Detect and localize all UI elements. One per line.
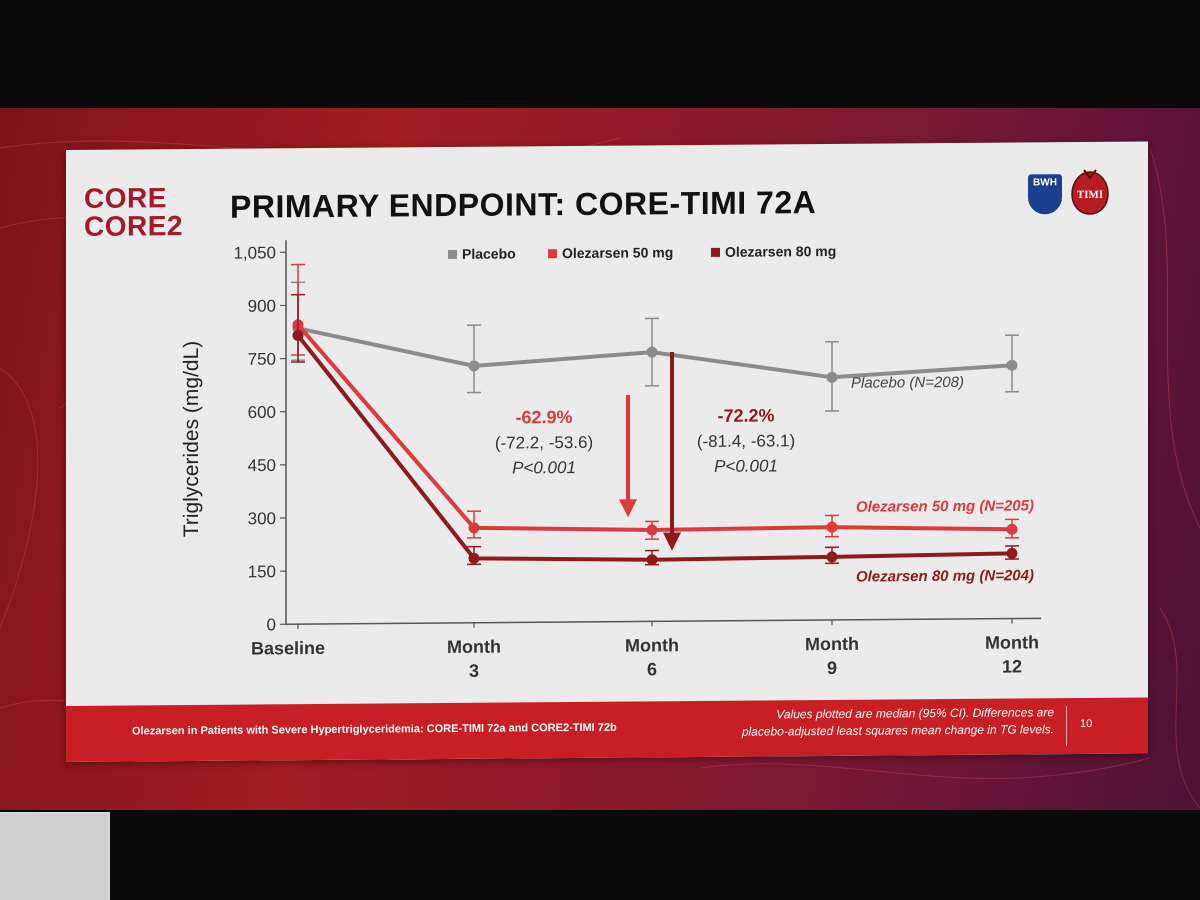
series-olez80: Olezarsen 80 mg (N=204) (291, 293, 1034, 586)
difference-ci-olez80: (-81.4, -63.1) (697, 431, 795, 451)
legend-label-olez50: Olezarsen 50 mg (562, 244, 673, 261)
difference-percent-olez80: -72.2% (717, 405, 774, 425)
difference-percent-olez50: -62.9% (515, 407, 572, 427)
y-tick-label: 300 (248, 509, 276, 528)
data-point-placebo (826, 371, 838, 383)
chart-legend: Placebo Olezarsen 50 mg Olezarsen 80 mg (448, 243, 836, 262)
series-label-olez50: Olezarsen 50 mg (N=205) (856, 497, 1034, 515)
x-tick-label-line-2: 9 (827, 658, 837, 678)
y-tick-label: 750 (248, 350, 276, 369)
page-number: 10 (1080, 717, 1093, 731)
legend-swatch-placebo (448, 249, 457, 259)
y-tick-label: 1,050 (233, 243, 276, 262)
legend-swatch-olez80 (711, 247, 720, 257)
triglycerides-chart: 0 150 300 450 600 750 900 1,050 Triglycerides (m… (180, 240, 1041, 681)
arrow-head-olez80 (663, 532, 681, 551)
data-point-olez80 (826, 551, 838, 563)
y-tick-label: 150 (248, 562, 276, 581)
podium-stand (0, 812, 110, 900)
data-point-olez80 (292, 329, 304, 341)
footer-divider (1066, 706, 1067, 747)
legend-swatch-olez50 (548, 249, 557, 259)
data-point-olez50 (468, 522, 480, 534)
data-point-olez50 (646, 524, 658, 536)
x-tick-label: Month (447, 637, 501, 657)
footer-citation: Olezarsen in Patients with Severe Hypert… (132, 721, 617, 738)
chart-annotations: -62.9% (-72.2, -53.6) P<0.001 -72.2% (-81.4,… (495, 351, 795, 551)
y-tick-label: 450 (248, 456, 276, 475)
x-tick-label-line-2: 3 (469, 661, 479, 681)
legend-label-olez80: Olezarsen 80 mg (725, 243, 836, 260)
timi-logo: TIMI (1071, 169, 1109, 215)
y-tick-label: 0 (267, 615, 276, 634)
series-label-olez80: Olezarsen 80 mg (N=204) (856, 567, 1034, 585)
arrow-head-olez50 (619, 499, 637, 518)
x-axis-line (286, 617, 1041, 626)
slide-footer: Olezarsen in Patients with Severe Hypert… (66, 697, 1148, 762)
data-point-placebo (468, 360, 480, 372)
y-axis-label: Triglycerides (mg/dL) (180, 341, 203, 538)
x-tick-label-line-2: 12 (1002, 656, 1022, 676)
difference-p-value-olez50: P<0.001 (512, 458, 576, 478)
x-tick-label: Month (805, 634, 859, 654)
x-tick-label: Month (985, 632, 1039, 652)
footer-note: Values plotted are median (95% CI). Diff… (706, 704, 1054, 741)
timi-logo-text: TIMI (1077, 189, 1103, 201)
data-point-placebo (646, 346, 658, 358)
data-point-olez80 (646, 554, 658, 566)
data-point-olez50 (1006, 523, 1018, 535)
series-placebo: Placebo (N=208) (291, 281, 1019, 412)
data-point-placebo (1006, 359, 1018, 371)
x-tick-label: Month (625, 635, 679, 655)
series-olez50: Olezarsen 50 mg (N=205) (291, 263, 1034, 541)
chart-series: Placebo (N=208) Olezarsen 50 mg (N=205) Ol… (291, 263, 1034, 586)
y-tick-label: 900 (248, 296, 276, 315)
legend-label-placebo: Placebo (462, 245, 516, 261)
difference-p-value-olez80: P<0.001 (714, 456, 778, 476)
difference-ci-olez50: (-72.2, -53.6) (495, 433, 593, 453)
footer-note-line-2: placebo-adjusted least squares mean chan… (741, 722, 1054, 739)
y-tick-label: 600 (248, 403, 276, 422)
data-point-olez80 (1006, 547, 1018, 559)
series-label-placebo: Placebo (N=208) (851, 374, 964, 392)
chart-axes: 0 150 300 450 600 750 900 1,050 Triglycerides (m… (180, 240, 1041, 681)
data-point-olez80 (468, 552, 480, 564)
x-tick-label-line-2: 6 (647, 659, 657, 679)
slide: CORE CORE2 PRIMARY ENDPOINT: CORE-TIMI 7… (66, 141, 1148, 762)
data-point-olez50 (826, 521, 838, 533)
x-tick-label: Baseline (251, 638, 325, 659)
